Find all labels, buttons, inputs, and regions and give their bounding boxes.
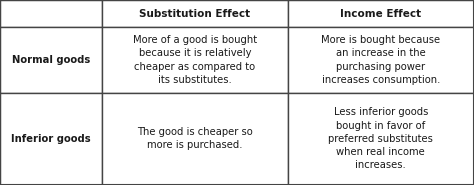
Text: Normal goods: Normal goods: [12, 55, 90, 65]
Bar: [0, 0, 102, 27]
Text: Income Effect: Income Effect: [340, 9, 421, 19]
Bar: [0, 92, 102, 185]
Bar: [102, 27, 288, 92]
Bar: [102, 92, 288, 185]
Bar: [288, 0, 474, 27]
Text: Less inferior goods
bought in favor of
preferred substitutes
when real income
in: Less inferior goods bought in favor of p…: [328, 107, 433, 170]
Text: Inferior goods: Inferior goods: [11, 134, 91, 144]
Bar: [288, 92, 474, 185]
Bar: [0, 27, 102, 92]
Text: More of a good is bought
because it is relatively
cheaper as compared to
its sub: More of a good is bought because it is r…: [133, 35, 257, 85]
Text: The good is cheaper so
more is purchased.: The good is cheaper so more is purchased…: [137, 127, 253, 150]
Text: Substitution Effect: Substitution Effect: [139, 9, 250, 19]
Text: More is bought because
an increase in the
purchasing power
increases consumption: More is bought because an increase in th…: [321, 35, 440, 85]
Bar: [102, 0, 288, 27]
Bar: [288, 27, 474, 92]
